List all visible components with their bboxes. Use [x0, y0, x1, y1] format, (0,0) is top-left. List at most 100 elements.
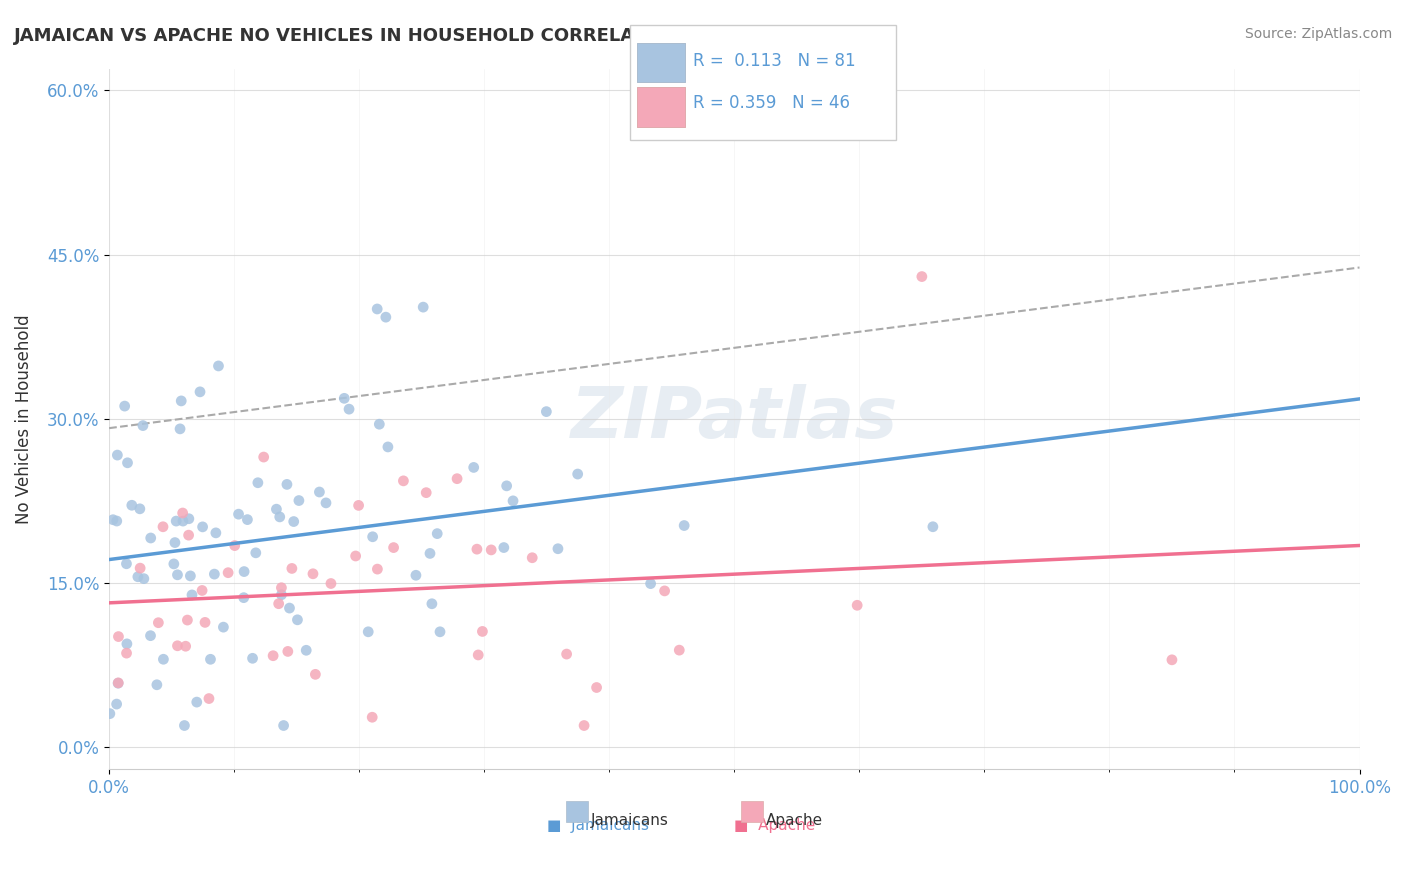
Point	[174, 639, 197, 653]
Point	[177, 528, 200, 542]
Text: ZIPatlas: ZIPatlas	[571, 384, 898, 453]
Point	[232, 591, 254, 605]
Point	[128, 501, 150, 516]
Point	[269, 509, 291, 524]
Point	[315, 496, 337, 510]
Point	[419, 546, 441, 560]
Point	[361, 530, 384, 544]
Point	[273, 718, 295, 732]
Point	[115, 646, 138, 660]
Point	[176, 613, 198, 627]
Point	[181, 588, 204, 602]
Point	[555, 647, 578, 661]
Point	[228, 507, 250, 521]
Point	[304, 667, 326, 681]
Point	[366, 562, 388, 576]
Point	[377, 440, 399, 454]
Point	[344, 549, 367, 563]
Point	[281, 561, 304, 575]
Point	[492, 541, 515, 555]
Point	[98, 706, 121, 721]
Point	[463, 460, 485, 475]
Point	[278, 601, 301, 615]
Point	[262, 648, 284, 663]
Point	[127, 570, 149, 584]
Point	[217, 566, 239, 580]
Point	[572, 718, 595, 732]
Point	[129, 561, 152, 575]
Point	[270, 581, 292, 595]
Point	[101, 513, 124, 527]
Point	[245, 546, 267, 560]
Point	[246, 475, 269, 490]
Point	[654, 583, 676, 598]
Point	[194, 615, 217, 630]
Point	[287, 613, 309, 627]
Point	[270, 588, 292, 602]
Point	[640, 576, 662, 591]
Point	[846, 599, 869, 613]
Point	[668, 643, 690, 657]
Point	[205, 525, 228, 540]
Point	[179, 569, 201, 583]
Point	[115, 557, 138, 571]
Point	[333, 392, 356, 406]
Point	[446, 472, 468, 486]
Point	[536, 404, 558, 418]
Point	[105, 514, 128, 528]
Point	[169, 422, 191, 436]
Point	[202, 567, 225, 582]
Point	[165, 514, 187, 528]
Point	[105, 697, 128, 711]
Point	[200, 652, 222, 666]
Point	[152, 652, 174, 666]
Point	[283, 515, 305, 529]
Point	[502, 493, 524, 508]
Point	[415, 485, 437, 500]
Point	[467, 648, 489, 662]
Point	[366, 301, 388, 316]
Point	[207, 359, 229, 373]
Point	[152, 520, 174, 534]
Point	[392, 474, 415, 488]
Point	[191, 520, 214, 534]
Point	[170, 393, 193, 408]
Point	[146, 678, 169, 692]
Point	[276, 477, 298, 491]
Point	[547, 541, 569, 556]
Point	[1161, 653, 1184, 667]
Point	[361, 710, 384, 724]
Point	[337, 402, 360, 417]
Point	[308, 485, 330, 500]
Point	[465, 542, 488, 557]
Point	[374, 310, 396, 325]
Point	[382, 541, 405, 555]
Point	[911, 269, 934, 284]
Point	[166, 639, 188, 653]
Point	[105, 448, 128, 462]
Text: ■  Apache: ■ Apache	[734, 818, 815, 833]
Point	[266, 502, 288, 516]
Text: R = 0.359   N = 46: R = 0.359 N = 46	[693, 94, 851, 112]
Point	[319, 576, 342, 591]
Point	[242, 651, 264, 665]
Point	[471, 624, 494, 639]
Point	[114, 399, 136, 413]
Point	[522, 550, 544, 565]
Point	[295, 643, 318, 657]
Point	[224, 539, 246, 553]
Point	[233, 565, 256, 579]
Point	[115, 637, 138, 651]
Point	[347, 499, 370, 513]
Point	[495, 479, 517, 493]
Point	[148, 615, 170, 630]
Point	[288, 493, 311, 508]
Point	[191, 583, 214, 598]
Point	[198, 691, 221, 706]
Point	[139, 629, 162, 643]
Point	[177, 512, 200, 526]
Point	[236, 513, 259, 527]
Point	[132, 418, 155, 433]
Text: Apache: Apache	[765, 813, 823, 828]
Point	[166, 567, 188, 582]
